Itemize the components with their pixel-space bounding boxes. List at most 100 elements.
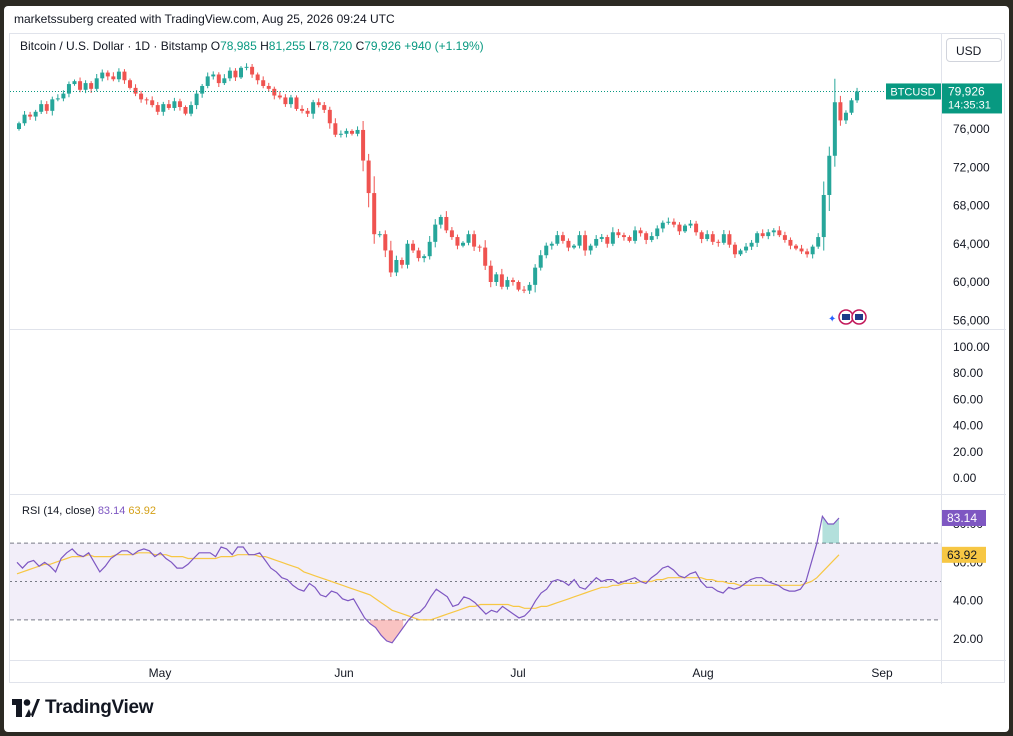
- candle-body: [810, 246, 815, 255]
- candle: [422, 254, 427, 263]
- candle: [66, 81, 71, 98]
- candle: [50, 96, 55, 116]
- candle-body: [438, 216, 443, 225]
- candle-body: [494, 274, 499, 282]
- empty-pane-axis-label: 20.00: [953, 445, 983, 459]
- candle: [488, 260, 493, 288]
- candle: [461, 241, 465, 248]
- candle: [677, 222, 682, 235]
- tradingview-logo-icon: [12, 699, 40, 717]
- candle-body: [605, 237, 610, 244]
- candle-body: [366, 160, 371, 194]
- candle-body: [61, 93, 66, 99]
- candle: [766, 229, 771, 240]
- candle: [633, 226, 638, 244]
- candle-body: [483, 247, 488, 266]
- candle-body: [560, 235, 565, 241]
- candle: [61, 90, 66, 102]
- candle-body: [788, 239, 793, 246]
- price-axis-label: 60,000: [953, 275, 990, 289]
- candle: [111, 72, 116, 82]
- candle-body: [78, 81, 83, 90]
- tradingview-logo-text: TradingView: [45, 697, 154, 718]
- candle-body: [488, 265, 493, 282]
- candle-body: [322, 105, 327, 110]
- candle: [300, 105, 305, 114]
- candle-body: [377, 234, 382, 236]
- legend-close-value: 79,926: [364, 39, 404, 53]
- candle: [782, 231, 787, 243]
- candle-body: [116, 71, 121, 80]
- candle: [477, 244, 482, 252]
- legend-open-label: O: [211, 39, 220, 53]
- candle: [205, 72, 210, 89]
- candle-body: [499, 274, 504, 287]
- candle-body: [633, 230, 638, 241]
- candle: [239, 66, 243, 80]
- candle-body: [444, 216, 449, 231]
- candle-body: [688, 223, 693, 226]
- candle: [78, 77, 83, 93]
- candle-body: [594, 238, 599, 246]
- empty-pane-axis-label: 100.00: [953, 340, 990, 354]
- candle-body: [72, 81, 77, 85]
- candle-body: [549, 243, 554, 246]
- candle: [522, 286, 527, 294]
- candle: [660, 220, 665, 233]
- candle: [28, 111, 33, 120]
- candle-body: [544, 245, 549, 256]
- candle-body: [766, 232, 771, 237]
- candle: [55, 94, 60, 102]
- candle-body: [183, 107, 188, 114]
- candle: [189, 101, 194, 117]
- candle-body: [843, 112, 848, 121]
- candle-body: [350, 130, 354, 134]
- candle-body: [799, 248, 804, 252]
- time-axis-label: Sep: [871, 666, 893, 680]
- candle: [17, 121, 21, 131]
- candle-body: [311, 102, 316, 114]
- candle: [177, 98, 182, 111]
- candle-body: [755, 233, 760, 243]
- candle: [161, 101, 166, 116]
- candle: [572, 243, 576, 250]
- time-axis-label: Jun: [334, 666, 353, 680]
- candle: [594, 235, 599, 248]
- symbol-tag: [886, 83, 941, 100]
- candle-body: [644, 233, 649, 240]
- legend-change: +940 (+1.19%): [404, 39, 483, 53]
- candle-body: [588, 245, 593, 251]
- legend-low-value: 78,720: [316, 39, 356, 53]
- chart-svg[interactable]: May Jun Jul Aug Sep 56,000 60,000 64,000 68,000 7…: [10, 34, 1006, 684]
- currency-button[interactable]: USD: [946, 38, 1002, 62]
- candle: [144, 97, 149, 105]
- candle: [683, 223, 687, 233]
- candle: [794, 243, 798, 251]
- candle-body: [244, 66, 249, 68]
- chart-container[interactable]: May Jun Jul Aug Sep 56,000 60,000 64,000 68,000 7…: [9, 33, 1006, 684]
- candle: [166, 99, 171, 110]
- candle-body: [649, 236, 654, 240]
- empty-pane-axis-label: 80.00: [953, 366, 983, 380]
- candle-body: [22, 114, 27, 124]
- candle-body: [211, 74, 216, 77]
- candle: [100, 69, 105, 82]
- candle-body: [272, 88, 277, 96]
- candle-body: [821, 194, 826, 238]
- candle-body: [477, 246, 482, 248]
- candle-body: [411, 243, 416, 251]
- candle-body: [533, 267, 538, 285]
- rsi-axis-label: 20.00: [953, 632, 983, 646]
- candle-body: [777, 230, 782, 236]
- candle: [727, 230, 732, 248]
- candle: [355, 126, 360, 137]
- candle-body: [721, 234, 726, 243]
- candle-body: [255, 74, 260, 81]
- candle: [716, 239, 721, 247]
- candle: [455, 234, 460, 250]
- candle-body: [805, 251, 810, 255]
- candle: [122, 69, 127, 84]
- candle: [805, 248, 810, 258]
- candle-body: [760, 233, 765, 237]
- candle-body: [250, 66, 255, 75]
